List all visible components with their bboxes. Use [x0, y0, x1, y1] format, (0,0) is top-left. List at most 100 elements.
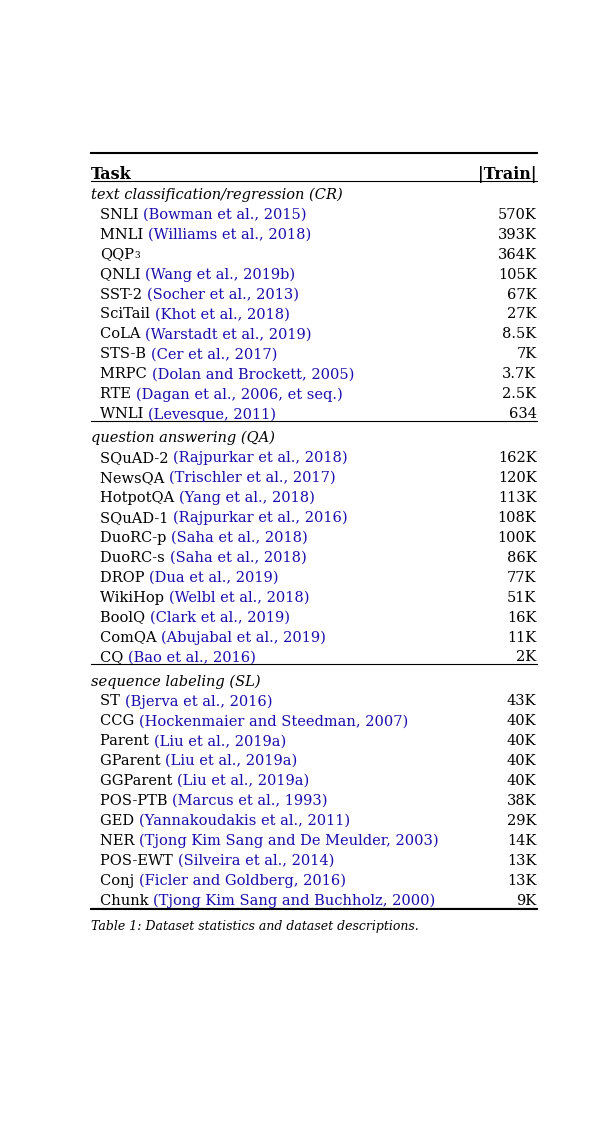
Text: 2K: 2K	[517, 651, 537, 664]
Text: text classification/regression (CR): text classification/regression (CR)	[91, 188, 343, 203]
Text: Table 1: Dataset statistics and dataset descriptions.: Table 1: Dataset statistics and dataset …	[91, 919, 419, 933]
Text: (Bowman et al., 2015): (Bowman et al., 2015)	[143, 208, 307, 222]
Text: 86K: 86K	[507, 551, 537, 565]
Text: (Wang et al., 2019b): (Wang et al., 2019b)	[145, 267, 296, 282]
Text: GGParent: GGParent	[100, 774, 177, 788]
Text: 38K: 38K	[507, 794, 537, 808]
Text: POS-EWT: POS-EWT	[100, 854, 177, 868]
Text: (Tjong Kim Sang and De Meulder, 2003): (Tjong Kim Sang and De Meulder, 2003)	[139, 834, 439, 848]
Text: SNLI: SNLI	[100, 208, 143, 222]
Text: GED: GED	[100, 814, 139, 827]
Text: WikiHop: WikiHop	[100, 591, 169, 604]
Text: (Ficler and Goldberg, 2016): (Ficler and Goldberg, 2016)	[139, 874, 346, 889]
Text: 105K: 105K	[498, 267, 537, 282]
Text: STS-B: STS-B	[100, 348, 151, 361]
Text: DuoRC-p: DuoRC-p	[100, 531, 171, 544]
Text: Chunk: Chunk	[100, 894, 154, 908]
Text: |Train|: |Train|	[478, 166, 537, 183]
Text: 40K: 40K	[507, 754, 537, 769]
Text: (Dolan and Brockett, 2005): (Dolan and Brockett, 2005)	[152, 367, 354, 381]
Text: (Rajpurkar et al., 2018): (Rajpurkar et al., 2018)	[173, 451, 348, 465]
Text: RTE: RTE	[100, 387, 136, 401]
Text: 51K: 51K	[507, 591, 537, 604]
Text: (Yang et al., 2018): (Yang et al., 2018)	[179, 491, 315, 505]
Text: 14K: 14K	[507, 834, 537, 848]
Text: (Trischler et al., 2017): (Trischler et al., 2017)	[169, 471, 336, 484]
Text: (Saha et al., 2018): (Saha et al., 2018)	[171, 531, 308, 544]
Text: NewsQA: NewsQA	[100, 471, 169, 484]
Text: 634: 634	[509, 408, 537, 421]
Text: MRPC: MRPC	[100, 367, 152, 381]
Text: 162K: 162K	[498, 451, 537, 465]
Text: 570K: 570K	[498, 208, 537, 222]
Text: (Saha et al., 2018): (Saha et al., 2018)	[170, 551, 307, 565]
Text: BoolQ: BoolQ	[100, 610, 150, 625]
Text: (Liu et al., 2019a): (Liu et al., 2019a)	[165, 754, 297, 769]
Text: GParent: GParent	[100, 754, 165, 769]
Text: SST-2: SST-2	[100, 288, 147, 301]
Text: 9K: 9K	[517, 894, 537, 908]
Text: QNLI: QNLI	[100, 267, 145, 282]
Text: DuoRC-s: DuoRC-s	[100, 551, 170, 565]
Text: 43K: 43K	[507, 694, 537, 709]
Text: 393K: 393K	[498, 228, 537, 241]
Text: CCG: CCG	[100, 714, 139, 728]
Text: (Khot et al., 2018): (Khot et al., 2018)	[155, 308, 289, 321]
Text: 2.5K: 2.5K	[502, 387, 537, 401]
Text: HotpotQA: HotpotQA	[100, 491, 179, 505]
Text: 3: 3	[134, 250, 140, 259]
Text: 40K: 40K	[507, 735, 537, 748]
Text: 40K: 40K	[507, 774, 537, 788]
Text: 16K: 16K	[507, 610, 537, 625]
Text: (Hockenmaier and Steedman, 2007): (Hockenmaier and Steedman, 2007)	[139, 714, 408, 728]
Text: 7K: 7K	[517, 348, 537, 361]
Text: 113K: 113K	[498, 491, 537, 505]
Text: SQuAD-2: SQuAD-2	[100, 451, 173, 465]
Text: QQP: QQP	[100, 248, 134, 261]
Text: 67K: 67K	[507, 288, 537, 301]
Text: (Dagan et al., 2006, et seq.): (Dagan et al., 2006, et seq.)	[136, 387, 343, 402]
Text: (Liu et al., 2019a): (Liu et al., 2019a)	[177, 774, 310, 788]
Text: 364K: 364K	[498, 248, 537, 261]
Text: POS-PTB: POS-PTB	[100, 794, 173, 808]
Text: (Levesque, 2011): (Levesque, 2011)	[148, 408, 276, 421]
Text: sequence labeling (SL): sequence labeling (SL)	[91, 675, 260, 688]
Text: DROP: DROP	[100, 571, 149, 584]
Text: SQuAD-1: SQuAD-1	[100, 511, 173, 525]
Text: (Socher et al., 2013): (Socher et al., 2013)	[147, 288, 299, 301]
Text: (Dua et al., 2019): (Dua et al., 2019)	[149, 571, 279, 584]
Text: 3.7K: 3.7K	[502, 367, 537, 381]
Text: 27K: 27K	[507, 308, 537, 321]
Text: Parent: Parent	[100, 735, 154, 748]
Text: (Marcus et al., 1993): (Marcus et al., 1993)	[173, 794, 328, 808]
Text: (Rajpurkar et al., 2016): (Rajpurkar et al., 2016)	[173, 511, 348, 525]
Text: (Clark et al., 2019): (Clark et al., 2019)	[150, 610, 290, 625]
Text: 77K: 77K	[507, 571, 537, 584]
Text: (Cer et al., 2017): (Cer et al., 2017)	[151, 348, 277, 361]
Text: 29K: 29K	[507, 814, 537, 827]
Text: (Tjong Kim Sang and Buchholz, 2000): (Tjong Kim Sang and Buchholz, 2000)	[154, 894, 436, 908]
Text: (Williams et al., 2018): (Williams et al., 2018)	[148, 228, 312, 241]
Text: (Abujabal et al., 2019): (Abujabal et al., 2019)	[162, 631, 326, 645]
Text: 11K: 11K	[507, 631, 537, 644]
Text: (Liu et al., 2019a): (Liu et al., 2019a)	[154, 735, 286, 748]
Text: question answering (QA): question answering (QA)	[91, 431, 275, 446]
Text: 8.5K: 8.5K	[502, 327, 537, 342]
Text: 120K: 120K	[498, 471, 537, 484]
Text: 108K: 108K	[498, 511, 537, 525]
Text: 13K: 13K	[507, 854, 537, 868]
Text: SciTail: SciTail	[100, 308, 155, 321]
Text: Conj: Conj	[100, 874, 139, 887]
Text: 100K: 100K	[498, 531, 537, 544]
Text: ST: ST	[100, 694, 125, 709]
Text: ComQA: ComQA	[100, 631, 162, 644]
Text: Task: Task	[91, 166, 132, 183]
Text: (Welbl et al., 2018): (Welbl et al., 2018)	[169, 591, 309, 604]
Text: (Bao et al., 2016): (Bao et al., 2016)	[129, 651, 256, 664]
Text: CQ: CQ	[100, 651, 129, 664]
Text: (Silveira et al., 2014): (Silveira et al., 2014)	[177, 854, 334, 868]
Text: (Yannakoudakis et al., 2011): (Yannakoudakis et al., 2011)	[139, 814, 350, 827]
Text: MNLI: MNLI	[100, 228, 148, 241]
Text: CoLA: CoLA	[100, 327, 145, 342]
Text: 13K: 13K	[507, 874, 537, 887]
